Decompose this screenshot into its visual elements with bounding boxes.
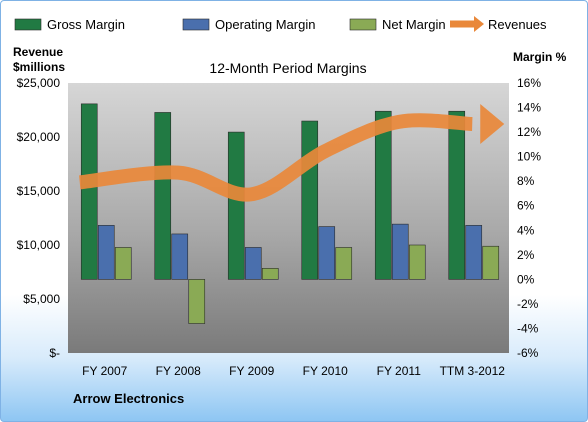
right-tick-label: 14% (517, 101, 541, 115)
bar-operating-margin (318, 226, 336, 280)
category-label: FY 2007 (82, 364, 127, 378)
left-tick-label: $10,000 (17, 238, 61, 252)
right-axis-title: Margin % (513, 50, 567, 64)
bar-gross-margin (154, 112, 172, 280)
category-label: FY 2010 (303, 364, 348, 378)
category-label: FY 2011 (377, 364, 422, 378)
chart-title: 12-Month Period Margins (209, 60, 366, 76)
left-tick-label: $5,000 (23, 292, 60, 306)
category-label: TTM 3-2012 (440, 364, 506, 378)
right-tick-label: -4% (517, 321, 539, 335)
legend-arrow-revenues (474, 16, 484, 32)
category-label: FY 2008 (156, 364, 201, 378)
right-tick-label: 12% (517, 125, 541, 139)
plot-area (68, 83, 509, 353)
legend-label-revenues: Revenues (488, 17, 547, 32)
bar-operating-margin (391, 223, 409, 280)
right-tick-label: 10% (517, 150, 541, 164)
left-tick-label: $25,000 (17, 76, 61, 90)
right-tick-label: 0% (517, 272, 535, 286)
bar-gross-margin (448, 110, 466, 280)
legend-swatch-gross-margin (14, 18, 42, 31)
left-tick-label: $15,000 (17, 184, 61, 198)
bar-operating-margin (465, 225, 483, 280)
left-axis-title-line1: Revenue (13, 45, 63, 59)
right-tick-label: 16% (517, 76, 541, 90)
revenues-line (78, 113, 473, 202)
bar-net-margin (114, 247, 132, 280)
bar-operating-margin (171, 233, 189, 280)
bar-gross-margin (80, 103, 98, 280)
company-name: Arrow Electronics (73, 391, 184, 406)
right-tick-label: -6% (517, 346, 539, 360)
legend-swatch-operating-margin (182, 18, 210, 31)
legend-label-gross-margin: Gross Margin (47, 17, 125, 32)
bar-net-margin (261, 268, 279, 280)
bar-net-margin (188, 279, 206, 324)
bar-net-margin (408, 244, 426, 280)
legend-label-operating-margin: Operating Margin (215, 17, 315, 32)
right-tick-label: 4% (517, 223, 535, 237)
category-label: FY 2009 (229, 364, 274, 378)
legend-label-net-margin: Net Margin (382, 17, 446, 32)
right-tick-label: 8% (517, 174, 535, 188)
right-tick-label: 2% (517, 248, 535, 262)
legend-swatch-net-margin (349, 18, 377, 31)
bar-operating-margin (244, 247, 262, 280)
bar-gross-margin (301, 120, 319, 280)
right-tick-label: 6% (517, 199, 535, 213)
left-tick-label: $20,000 (17, 130, 61, 144)
left-axis-title-line2: $millions (13, 60, 65, 74)
right-tick-label: -2% (517, 297, 539, 311)
left-tick-label: $- (49, 346, 60, 360)
revenues-arrowhead (480, 104, 505, 145)
bar-gross-margin (227, 131, 245, 280)
bar-net-margin (482, 245, 500, 280)
bar-operating-margin (97, 225, 115, 280)
bar-net-margin (335, 247, 353, 280)
bar-gross-margin (374, 110, 392, 280)
